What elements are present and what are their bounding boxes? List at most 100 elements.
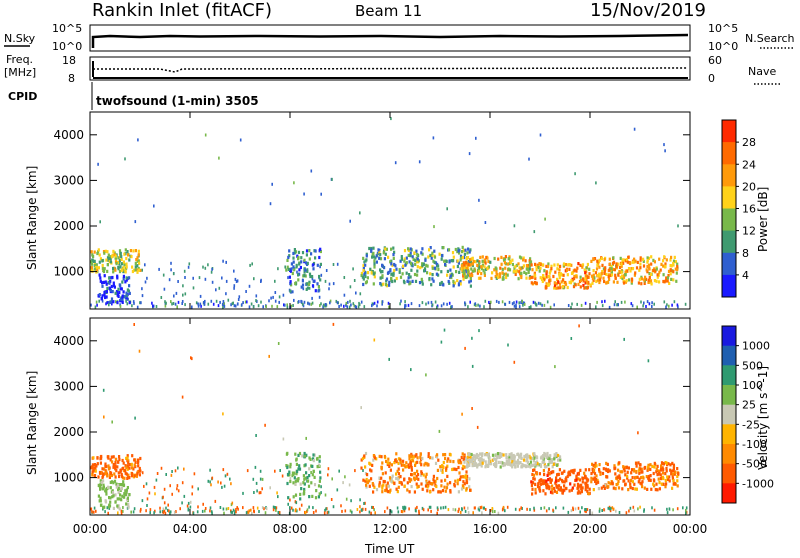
data-cell xyxy=(649,279,653,283)
data-cell xyxy=(395,276,398,281)
data-cell xyxy=(384,510,386,514)
data-cell xyxy=(310,252,313,256)
data-cell xyxy=(384,488,387,493)
data-cell xyxy=(539,464,543,468)
data-cell xyxy=(292,508,294,512)
data-cell xyxy=(685,506,688,510)
data-cell xyxy=(632,505,635,509)
data-cell xyxy=(622,279,626,283)
data-cell xyxy=(506,462,509,466)
data-cell xyxy=(246,300,248,304)
data-cell xyxy=(549,478,552,482)
data-cell xyxy=(570,337,573,340)
data-cell xyxy=(676,484,679,488)
colorbar-swatch xyxy=(722,424,736,445)
data-cell xyxy=(394,264,397,268)
data-cell xyxy=(292,260,295,264)
data-cell xyxy=(225,292,227,296)
data-cell xyxy=(114,493,117,497)
data-cell xyxy=(269,202,272,206)
data-cell xyxy=(434,479,437,483)
data-cell xyxy=(561,284,564,289)
data-cell xyxy=(579,263,582,267)
data-cell xyxy=(408,490,411,494)
data-cell xyxy=(455,467,458,472)
data-cell xyxy=(471,256,474,260)
data-cell xyxy=(182,293,184,297)
data-cell xyxy=(553,486,556,491)
data-cell xyxy=(365,254,368,258)
data-cell xyxy=(503,463,506,467)
data-cell xyxy=(318,255,321,260)
data-cell xyxy=(445,466,448,470)
data-cell xyxy=(177,466,179,470)
data-cell xyxy=(580,303,583,307)
data-cell xyxy=(106,256,110,260)
data-cell xyxy=(311,473,314,477)
colorbar-swatch xyxy=(722,164,736,187)
data-cell xyxy=(113,479,117,483)
data-cell xyxy=(555,485,558,489)
cpid-label: CPID xyxy=(8,90,37,103)
data-cell xyxy=(665,482,668,486)
data-cell xyxy=(370,469,373,473)
data-cell xyxy=(242,301,244,305)
data-cell xyxy=(381,461,384,465)
data-cell xyxy=(349,285,352,289)
data-cell xyxy=(474,260,477,264)
data-cell xyxy=(116,276,119,280)
data-cell xyxy=(380,283,383,287)
data-cell xyxy=(292,481,295,485)
data-cell xyxy=(117,287,120,291)
data-cell xyxy=(223,511,225,515)
data-cell xyxy=(343,293,346,297)
data-cell xyxy=(120,487,123,491)
data-cell xyxy=(633,469,636,473)
data-cell xyxy=(462,269,465,273)
data-cell xyxy=(471,364,474,368)
data-cell xyxy=(387,457,390,461)
data-cell xyxy=(385,459,388,463)
data-cell xyxy=(378,484,381,488)
data-cell xyxy=(541,279,544,283)
data-cell xyxy=(422,508,425,512)
nsky-trace xyxy=(91,33,689,48)
beam-title: Beam 11 xyxy=(355,2,422,20)
data-cell xyxy=(643,465,647,470)
data-cell xyxy=(377,248,380,252)
data-cell xyxy=(532,300,535,304)
data-cell xyxy=(410,268,413,272)
data-cell xyxy=(137,464,140,468)
data-cell xyxy=(664,472,667,476)
data-cell xyxy=(126,467,129,471)
data-cell xyxy=(546,473,549,477)
data-cell xyxy=(362,282,365,287)
data-cell xyxy=(288,275,291,279)
colorbar-swatch xyxy=(722,252,736,276)
data-cell xyxy=(436,468,439,472)
data-cell xyxy=(308,249,311,253)
data-cell xyxy=(210,299,213,303)
data-cell xyxy=(204,133,207,137)
data-cell xyxy=(237,507,239,511)
data-cell xyxy=(508,268,512,272)
data-cell xyxy=(446,474,449,478)
data-cell xyxy=(555,506,557,510)
data-cell xyxy=(227,507,230,510)
data-cell xyxy=(410,472,413,477)
data-cell xyxy=(576,482,580,486)
data-cell xyxy=(103,415,105,419)
data-cell xyxy=(299,265,302,270)
data-cell xyxy=(117,267,120,271)
data-cell xyxy=(545,465,548,469)
data-cell xyxy=(109,500,112,504)
data-cell xyxy=(417,477,420,481)
data-cell xyxy=(513,301,515,305)
data-cell xyxy=(425,479,428,483)
freq-label: Freq. xyxy=(6,53,33,66)
data-cell xyxy=(454,508,457,512)
data-cell xyxy=(539,266,542,270)
data-cell xyxy=(405,461,408,465)
data-cell xyxy=(398,270,401,274)
data-cell xyxy=(542,274,545,278)
